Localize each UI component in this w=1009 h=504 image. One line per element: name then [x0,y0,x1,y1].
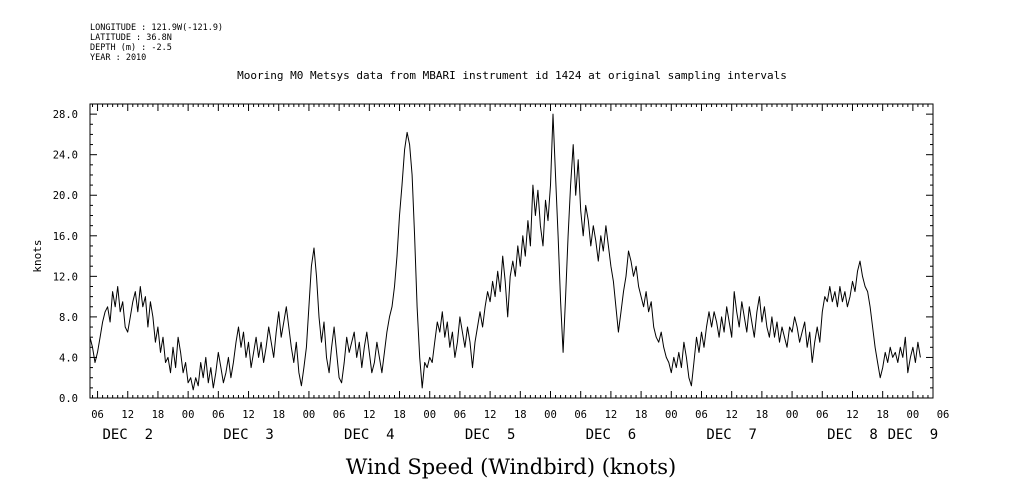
header-block: LONGITUDE : 121.9W(-121.9) LATITUDE : 36… [90,23,223,63]
x-tick-label: 12 [121,409,134,421]
series-line [89,113,921,391]
x-tick-label: 18 [272,409,285,421]
x-tick-label: 00 [182,409,195,421]
x-tick-label: 18 [635,409,648,421]
x-tick-label: 12 [605,409,618,421]
x-tick-label: 12 [242,409,255,421]
header-depth: DEPTH (m) : -2.5 [90,43,172,53]
x-tick-label: 06 [91,409,104,421]
y-tick-label: 12.0 [53,271,78,283]
x-tick-label: 00 [907,409,920,421]
y-tick-label: 28.0 [53,109,78,121]
x-tick-label: 00 [786,409,799,421]
x-day-label: DEC 4 [344,427,395,443]
x-day-label: DEC 5 [465,427,516,443]
x-tick-label: 06 [937,409,950,421]
plot-frame [89,103,934,399]
chart-title: Mooring M0 Metsys data from MBARI instru… [237,69,787,82]
x-tick-label: 06 [695,409,708,421]
x-day-label: DEC 2 [102,427,153,443]
y-axis: 0.0 4.0 8.0 12.0 16.0 20.0 24.0 28.0 [53,109,933,405]
x-day-label: DEC 3 [223,427,274,443]
x-tick-label: 06 [454,409,467,421]
y-tick-label: 4.0 [59,352,78,364]
y-tick-label: 20.0 [53,190,78,202]
x-axis: 06 12 18 00 06 12 18 00 06 12 18 00 06 12 18 00 06 12 18 00… [91,104,949,443]
x-tick-label: 06 [212,409,225,421]
x-tick-label: 06 [574,409,587,421]
x-tick-label: 00 [423,409,436,421]
x-axis-label: Wind Speed (Windbird) (knots) [346,455,676,479]
header-year: YEAR : 2010 [90,53,146,63]
series-group [89,113,921,391]
x-tick-label: 12 [363,409,376,421]
x-day-label: DEC 8 [827,427,878,443]
x-tick-label: 18 [393,409,406,421]
y-tick-label: 0.0 [59,393,78,405]
x-tick-label: 00 [544,409,557,421]
x-tick-label: 12 [725,409,738,421]
x-tick-label: 12 [846,409,859,421]
x-tick-label: 12 [484,409,497,421]
x-day-label: DEC 9 [888,427,939,443]
x-tick-label: 18 [756,409,769,421]
y-axis-label: knots [31,239,44,272]
y-tick-label: 16.0 [53,231,78,243]
y-tick-label: 24.0 [53,150,78,162]
x-tick-label: 00 [303,409,316,421]
header-latitude: LATITUDE : 36.8N [90,33,172,43]
x-tick-label: 06 [333,409,346,421]
x-tick-label: 00 [665,409,678,421]
x-tick-label: 18 [152,409,165,421]
x-tick-label: 06 [816,409,829,421]
x-day-label: DEC 6 [586,427,637,443]
y-tick-label: 8.0 [59,312,78,324]
x-tick-label: 18 [514,409,527,421]
x-day-label: DEC 7 [706,427,757,443]
x-tick-label: 18 [876,409,889,421]
header-longitude: LONGITUDE : 121.9W(-121.9) [90,23,223,33]
